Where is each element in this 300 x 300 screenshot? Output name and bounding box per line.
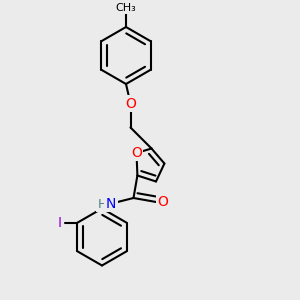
Text: CH₃: CH₃ — [116, 3, 136, 13]
Text: O: O — [157, 196, 168, 209]
Text: H: H — [97, 197, 107, 211]
Text: O: O — [131, 146, 142, 160]
Text: N: N — [106, 197, 116, 211]
Text: O: O — [125, 97, 136, 110]
Text: I: I — [57, 216, 61, 230]
